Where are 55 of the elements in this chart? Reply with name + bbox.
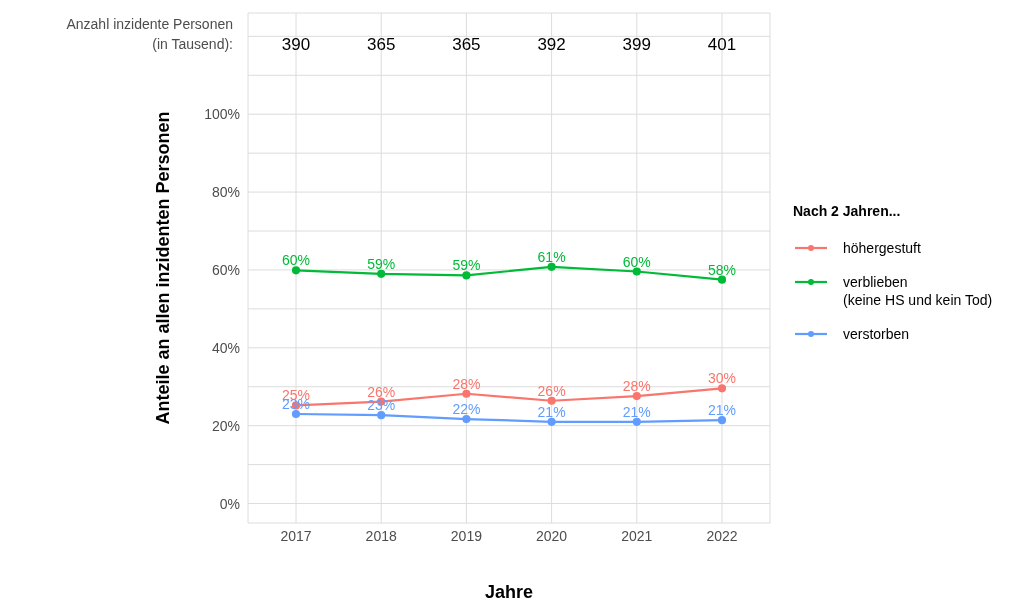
annotation: 365 xyxy=(367,34,396,54)
data-label: 30% xyxy=(707,370,737,387)
point xyxy=(547,417,556,426)
legend-label: höhergestuft xyxy=(843,239,921,257)
legend-label: verblieben (keine HS und kein Tod) xyxy=(843,273,993,309)
point xyxy=(462,389,471,398)
annotation: 390 xyxy=(281,34,311,54)
x-tick-label: 2017 xyxy=(280,527,312,544)
data-label: 22% xyxy=(452,401,481,418)
point xyxy=(632,267,641,276)
text: Anzahl inzidente Personen (in Tausend): xyxy=(65,15,233,54)
y-tick-label: 40% xyxy=(211,339,240,356)
data-label: 60% xyxy=(622,253,651,270)
annotation: 401 xyxy=(707,34,737,54)
point xyxy=(547,396,556,405)
annotation: 392 xyxy=(537,34,566,54)
y-tick-label: 80% xyxy=(211,184,240,201)
point xyxy=(462,414,471,424)
data-label: 61% xyxy=(537,248,566,265)
point xyxy=(377,269,386,278)
y-tick-label: 100% xyxy=(204,106,240,123)
data-label: 58% xyxy=(707,261,737,278)
legend-label: verstorben xyxy=(843,325,910,343)
data-label: 59% xyxy=(367,255,396,272)
y-axis-title: Anteile an allen inzidenten Personen xyxy=(153,111,174,425)
point xyxy=(377,411,386,420)
point xyxy=(547,262,556,271)
x-axis-title: Jahre xyxy=(484,582,534,602)
point xyxy=(717,275,727,284)
y-tick-label: 0% xyxy=(219,495,240,512)
x-tick-label: 2021 xyxy=(621,527,653,544)
data-label: 21% xyxy=(537,403,566,420)
point xyxy=(632,391,641,401)
point xyxy=(462,271,471,280)
y-tick-label: 60% xyxy=(211,261,240,278)
data-label: 26% xyxy=(537,382,566,399)
data-label: 21% xyxy=(707,402,737,419)
data-label: 21% xyxy=(622,403,651,420)
legend-title: Nach 2 Jahren... xyxy=(793,203,902,219)
annotation: 399 xyxy=(622,34,651,54)
data-label: 28% xyxy=(622,378,651,395)
data-label: 60% xyxy=(281,252,311,269)
x-tick-label: 2018 xyxy=(365,527,397,544)
annotation: 365 xyxy=(452,34,481,54)
data-label: 26% xyxy=(367,383,396,400)
data-label: 59% xyxy=(452,257,481,274)
data-label: 28% xyxy=(452,375,481,392)
x-tick-label: 2022 xyxy=(706,527,738,544)
x-tick-label: 2019 xyxy=(450,527,483,544)
point xyxy=(717,416,727,425)
y-tick-label: 20% xyxy=(211,417,240,434)
point xyxy=(717,384,727,393)
x-tick-label: 2020 xyxy=(536,527,568,544)
point xyxy=(632,417,641,426)
point xyxy=(291,266,301,275)
